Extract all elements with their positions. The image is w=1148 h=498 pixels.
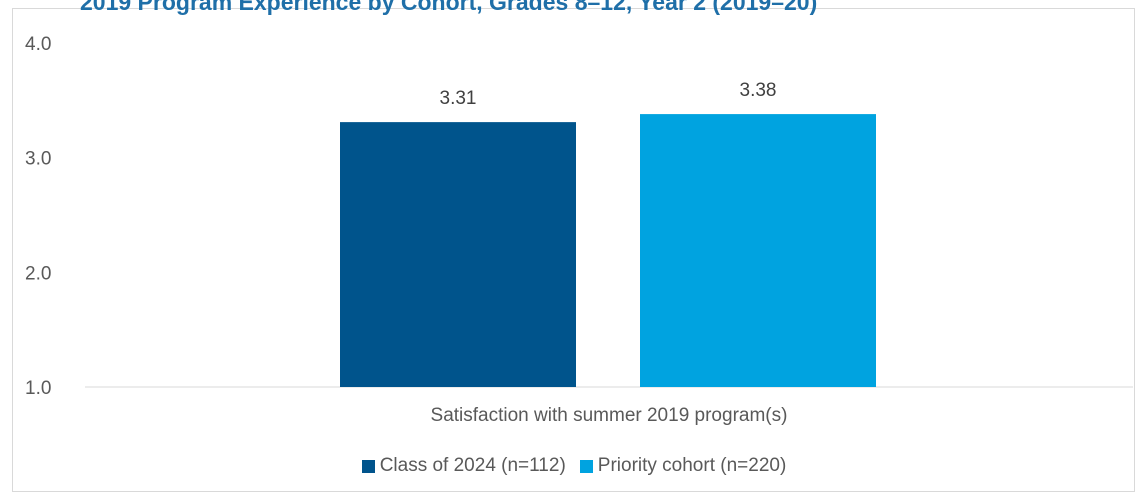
x-category-label: Satisfaction with summer 2019 program(s) — [431, 405, 788, 426]
chart-title: 2019 Program Experience by Cohort, Grade… — [80, 0, 818, 15]
legend-swatch-class-2024 — [361, 459, 375, 473]
bar-priority-cohort — [640, 114, 876, 388]
legend-item-class-2024: Class of 2024 (n=112) — [361, 455, 566, 477]
y-axis: 1.0 2.0 3.0 4.0 — [25, 34, 51, 399]
y-tick-label: 4.0 — [25, 34, 51, 55]
legend: Class of 2024 (n=112) Priority cohort (n… — [0, 455, 1148, 477]
y-tick-label: 3.0 — [25, 149, 51, 170]
data-labels: 3.31 3.38 — [440, 80, 777, 109]
bar-class-2024 — [340, 122, 576, 388]
legend-label-priority-cohort: Priority cohort (n=220) — [597, 455, 787, 476]
legend-swatch-priority-cohort — [579, 459, 593, 473]
legend-label-class-2024: Class of 2024 (n=112) — [379, 455, 566, 476]
bars — [340, 114, 876, 388]
legend-item-priority-cohort: Priority cohort (n=220) — [579, 455, 787, 477]
data-label-priority-cohort: 3.38 — [740, 80, 777, 101]
data-label-class-2024: 3.31 — [440, 88, 477, 109]
y-tick-label: 1.0 — [25, 378, 51, 399]
y-tick-label: 2.0 — [25, 263, 51, 284]
